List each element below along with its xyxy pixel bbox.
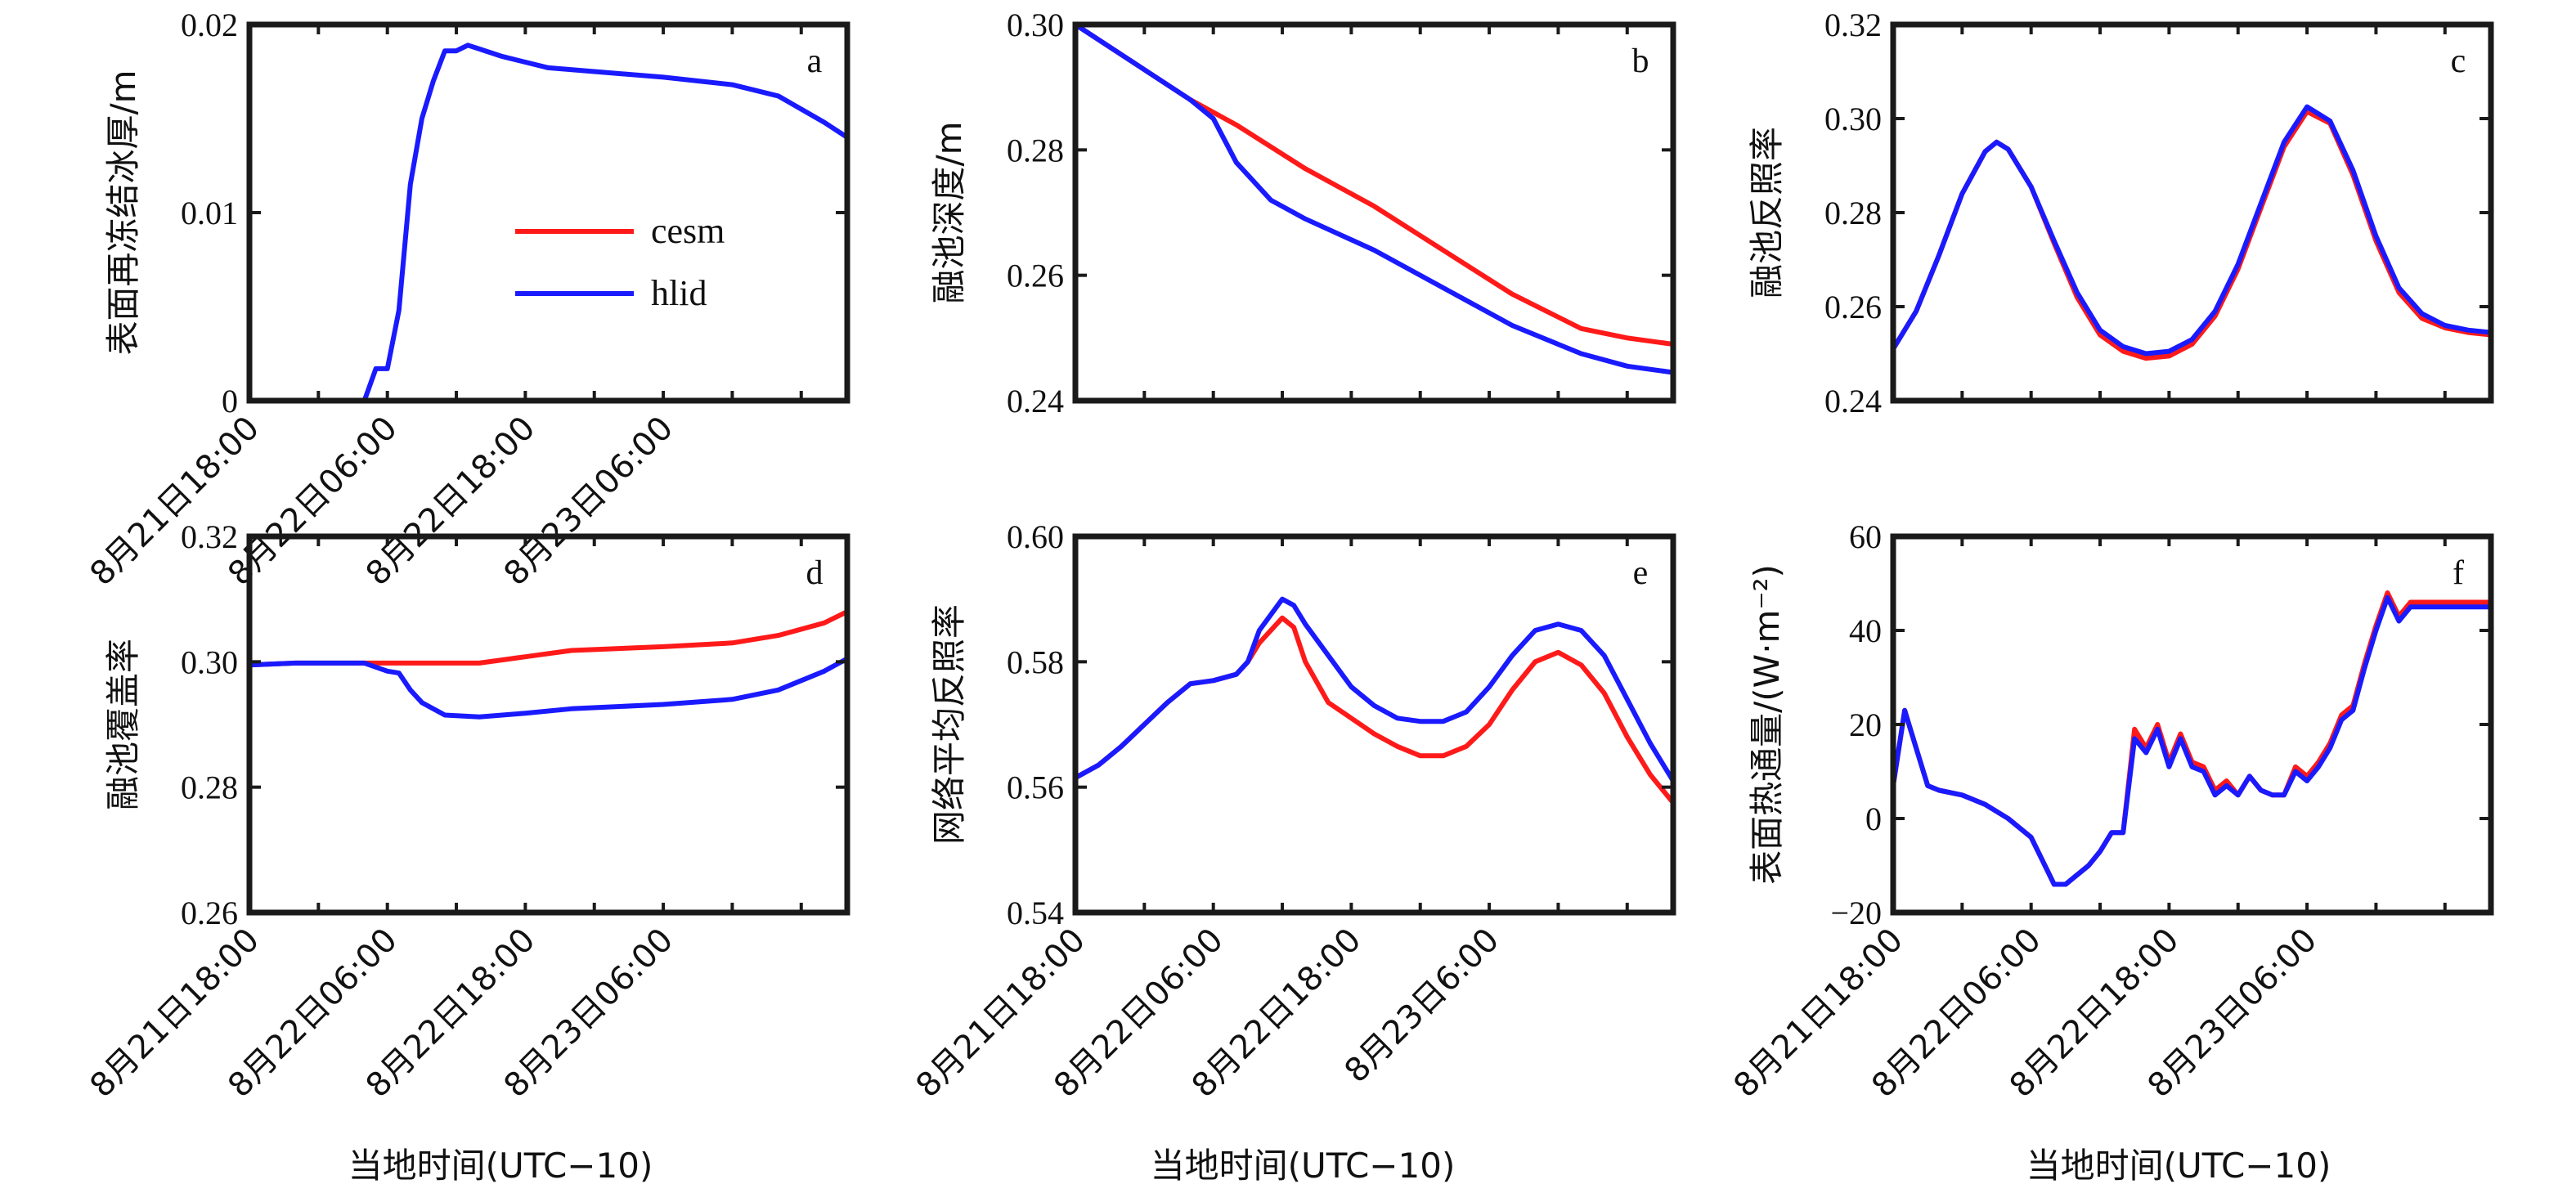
y-tick-label: 0.26 — [181, 895, 238, 931]
x-axis-label-col3: 当地时间(UTC−10) — [2026, 1146, 2331, 1186]
y-tick-label: 0.02 — [181, 7, 238, 43]
x-axis-label-col2: 当地时间(UTC−10) — [1151, 1146, 1456, 1186]
series-line-hlid-a — [249, 43, 847, 401]
legend-label-hlid: hlid — [651, 273, 707, 313]
panel-d: 0.260.280.300.328月21日18:008月22日06:008月22… — [83, 518, 850, 1105]
series-line-cesm-e — [1075, 615, 1673, 805]
panel-letter: c — [2451, 43, 2466, 80]
y-tick-label: 0.30 — [1824, 101, 1882, 137]
y-tick-label: 0.28 — [181, 769, 238, 806]
y-tick-label: 0.26 — [1007, 258, 1064, 294]
y-tick-label: 0.32 — [181, 518, 238, 555]
y-tick-label: 0.01 — [181, 195, 238, 231]
panel-b: 0.24 0.26 0.28 0.30 融池深度/m b — [929, 7, 1676, 419]
plot-frame-a — [246, 21, 850, 404]
panel-e: 0.540.560.580.608月21日18:008月22日06:008月22… — [909, 518, 1676, 1105]
plot-frame-f — [1890, 533, 2494, 916]
y-axis-label-e: 网络平均反照率 — [929, 604, 969, 845]
series-line-cesm-d — [249, 609, 847, 668]
y-tick-label: 0.28 — [1007, 132, 1064, 168]
panel-letter: d — [806, 554, 824, 592]
y-tick-label: 60 — [1849, 518, 1882, 555]
y-tick-label: 0.24 — [1824, 383, 1882, 419]
y-tick-label: 0.56 — [1007, 769, 1064, 806]
plot-frame-d — [246, 533, 850, 916]
y-axis-label-a: 表面再冻结冰厚/m — [103, 70, 143, 355]
y-tick-label: 0.32 — [1824, 7, 1882, 43]
y-tick-label: 0.54 — [1007, 895, 1064, 931]
plot-frame-e — [1072, 533, 1676, 916]
panel-letter: b — [1632, 43, 1649, 80]
y-tick-label: 20 — [1849, 706, 1882, 743]
panel-letter: e — [1633, 554, 1649, 592]
legend: cesm hlid — [515, 211, 725, 313]
series-line-hlid-e — [1075, 596, 1673, 783]
y-tick-label: −20 — [1830, 895, 1882, 931]
legend-label-cesm: cesm — [651, 211, 725, 251]
y-axis-label-c: 融池反照率 — [1747, 127, 1787, 298]
panel-f: −2002040608月21日18:008月22日06:008月22日18:00… — [1726, 518, 2494, 1105]
series-line-hlid-b — [1075, 25, 1673, 375]
series-line-hlid-d — [249, 656, 847, 720]
y-axis-label-f: 表面热通量/(W·m⁻²) — [1747, 564, 1787, 885]
y-tick-label: 0.28 — [1824, 195, 1882, 231]
series-line-cesm-c — [1893, 109, 2491, 361]
panel-c: 0.24 0.26 0.28 0.30 0.32 融池反照率 c — [1747, 7, 2494, 419]
series-line-hlid-c — [1893, 104, 2491, 357]
y-tick-label: 0.30 — [1007, 7, 1064, 43]
y-tick-label: 0.26 — [1824, 289, 1882, 325]
panel-a: 00.010.028月21日18:008月22日06:008月22日18:008… — [83, 7, 850, 593]
y-tick-label: 0 — [1865, 801, 1882, 837]
series-line-cesm-b — [1075, 25, 1673, 347]
y-tick-label: 0 — [222, 383, 238, 419]
panel-letter: a — [807, 43, 823, 80]
y-axis-label-b: 融池深度/m — [929, 121, 969, 303]
series-line-cesm-f — [1893, 590, 2491, 887]
panel-letter: f — [2453, 554, 2464, 592]
y-tick-label: 0.58 — [1007, 644, 1064, 680]
y-tick-label: 0.60 — [1007, 518, 1064, 555]
plot-frame-b — [1072, 21, 1676, 404]
series-line-hlid-f — [1893, 594, 2491, 887]
x-axis-label-col1: 当地时间(UTC−10) — [348, 1146, 653, 1186]
y-tick-label: 0.24 — [1007, 383, 1064, 419]
y-tick-label: 40 — [1849, 612, 1882, 649]
y-tick-label: 0.30 — [181, 644, 238, 680]
y-axis-label-d: 融池覆盖率 — [103, 639, 143, 810]
